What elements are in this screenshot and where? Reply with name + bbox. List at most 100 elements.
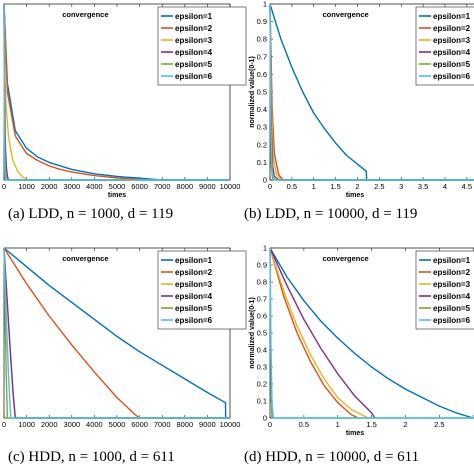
y-tick-label: 1 <box>263 244 267 253</box>
legend-label: epsilon=3 <box>175 36 213 45</box>
panel-d: 0 0.5 1 1.5 2 2.5 0 0.1 0.2 0.3 0.4 0.5 0.6 0.7 0.8 0.9… <box>249 244 474 437</box>
x-axis-label: times <box>346 192 364 199</box>
y-tick-label: 0.3 <box>257 363 267 372</box>
x-tick-label: 3 <box>399 182 403 191</box>
chart-title: convergence <box>62 10 108 19</box>
x-tick-label: 4000 <box>86 182 103 191</box>
series-line-epsilon=3 <box>3 3 230 181</box>
y-tick-label: 1 <box>263 0 267 9</box>
legend-label: epsilon=3 <box>433 280 471 289</box>
caption-a: (a) LDD, n = 1000, d = 119 <box>8 206 173 222</box>
x-tick-label: 2000 <box>41 420 58 429</box>
series-line-epsilon=4 <box>269 247 376 419</box>
series-line-epsilon=1 <box>3 247 230 419</box>
x-tick-label: 1000 <box>18 420 35 429</box>
legend-label: epsilon=5 <box>433 304 471 313</box>
legend-label: epsilon=4 <box>175 48 213 57</box>
x-tick-label: 1.5 <box>366 420 376 429</box>
x-tick-label: 4.5 <box>462 182 472 191</box>
series-line-epsilon=2 <box>3 247 230 419</box>
y-tick-label: 0.9 <box>257 261 267 270</box>
y-tick-label: 0.6 <box>257 70 267 79</box>
y-tick-label: 0.6 <box>257 312 267 321</box>
x-tick-label: 3000 <box>63 420 80 429</box>
x-tick-label: 2.5 <box>374 182 384 191</box>
x-tick-label: 2.5 <box>434 420 444 429</box>
x-tick-label: 6000 <box>131 182 148 191</box>
legend-label: epsilon=2 <box>433 24 471 33</box>
x-axis-label: times <box>108 192 126 199</box>
series-line-epsilon=6 <box>3 247 230 419</box>
y-tick-label: 0.1 <box>257 158 267 167</box>
x-tick-label: 0.5 <box>299 420 309 429</box>
chart-title: convergence <box>322 254 368 263</box>
series-line-epsilon=6 <box>3 3 230 181</box>
x-tick-label: 6000 <box>131 420 148 429</box>
x-tick-label: 7000 <box>154 182 171 191</box>
legend-label: epsilon=1 <box>433 256 471 265</box>
x-tick-label: 4 <box>443 182 447 191</box>
legend-label: epsilon=4 <box>175 292 213 301</box>
x-tick-label: 7000 <box>154 420 171 429</box>
y-tick-label: 0.8 <box>257 278 267 287</box>
legend-label: epsilon=3 <box>175 280 213 289</box>
x-tick-label: 1 <box>312 182 316 191</box>
x-tick-label: 5000 <box>109 420 126 429</box>
x-tick-label: 8000 <box>176 182 193 191</box>
caption-c: (c) HDD, n = 1000, d = 611 <box>8 449 175 465</box>
y-tick-label: 0.5 <box>257 329 267 338</box>
y-tick-label: 0.8 <box>257 35 267 44</box>
legend-label: epsilon=4 <box>433 48 471 57</box>
x-tick-label: 0 <box>2 420 6 429</box>
legend-label: epsilon=5 <box>433 60 471 69</box>
y-tick-label: 0.4 <box>257 105 267 114</box>
legend-label: epsilon=5 <box>175 60 213 69</box>
y-axis-label: normalized value(0-1) <box>249 297 256 369</box>
legend <box>415 6 474 86</box>
legend-label: epsilon=6 <box>175 72 213 81</box>
caption-b: (b) LDD, n = 10000, d = 119 <box>244 206 417 222</box>
legend-label: epsilon=4 <box>433 292 471 301</box>
x-tick-label: 0 <box>268 182 272 191</box>
y-tick-label: 0.7 <box>257 52 267 61</box>
legend-label: epsilon=6 <box>433 72 471 81</box>
x-tick-label: 2 <box>403 420 407 429</box>
series-line-epsilon=3 <box>269 247 369 419</box>
y-tick-label: 0.4 <box>257 346 267 355</box>
x-tick-label: 9000 <box>199 182 216 191</box>
y-tick-label: 0 <box>263 414 267 423</box>
x-tick-label: 10000 <box>220 182 241 191</box>
panel-b: 0 0.5 1 1.5 2 2.5 3 3.5 4 4.5 0 0.1 0.2 0.3 0.4 0.5 0.6 0… <box>249 0 474 199</box>
y-tick-label: 0.9 <box>257 17 267 26</box>
x-tick-label: 3.5 <box>418 182 428 191</box>
panel-a: 0 1000 2000 3000 4000 5000 6000 7000 8000 9000 100… <box>2 3 247 199</box>
legend-label: epsilon=1 <box>175 12 213 21</box>
x-tick-label: 9000 <box>199 420 216 429</box>
x-tick-label: 0.5 <box>287 182 297 191</box>
legend-label: epsilon=5 <box>175 304 213 313</box>
x-tick-label: 1 <box>336 420 340 429</box>
series-line-epsilon=1 <box>269 247 474 419</box>
x-tick-label: 2000 <box>41 182 58 191</box>
legend-label: epsilon=1 <box>433 12 471 21</box>
y-tick-label: 0.1 <box>257 397 267 406</box>
legend-label: epsilon=2 <box>175 24 213 33</box>
x-tick-label: 0 <box>268 420 272 429</box>
legend-label: epsilon=1 <box>175 256 213 265</box>
series-line-epsilon=1 <box>269 3 474 181</box>
legend <box>415 250 474 330</box>
y-axis-label: normalized value(0-1) <box>249 56 256 128</box>
series-line-epsilon=6 <box>269 247 474 419</box>
series-line-epsilon=6 <box>269 3 474 181</box>
x-tick-label: 0 <box>2 182 6 191</box>
x-tick-label: 1.5 <box>330 182 340 191</box>
legend-label: epsilon=6 <box>433 316 471 325</box>
panel-c: 0 1000 2000 3000 4000 5000 6000 7000 8000 9000 100… <box>2 247 247 429</box>
x-tick-label: 1000 <box>18 182 35 191</box>
x-tick-label: 3000 <box>63 182 80 191</box>
legend <box>157 250 247 330</box>
x-tick-label: 5000 <box>109 182 126 191</box>
legend-label: epsilon=6 <box>175 316 213 325</box>
caption-d: (d) HDD, n = 10000, d = 611 <box>244 449 419 465</box>
